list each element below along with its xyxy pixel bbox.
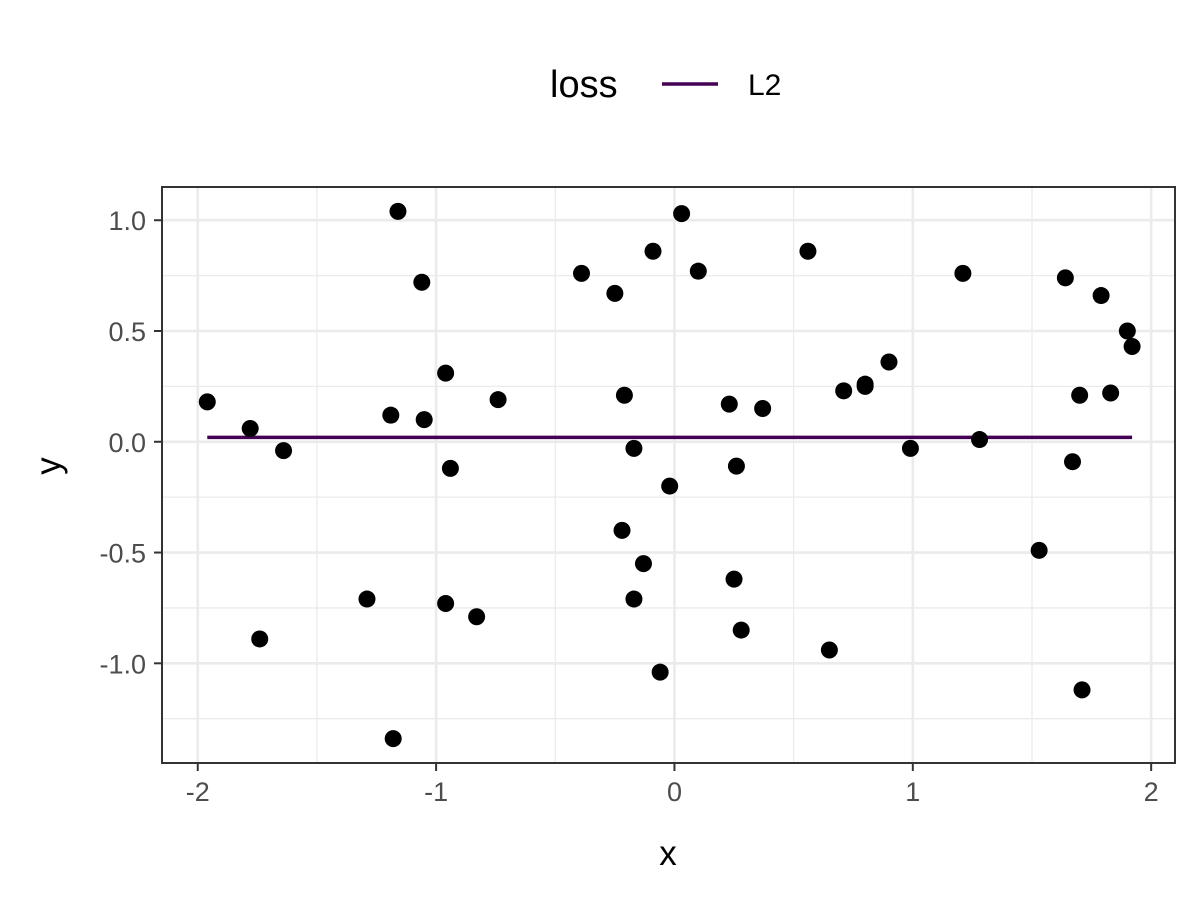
data-point (241, 419, 259, 437)
data-point (835, 382, 853, 400)
data-point (727, 457, 745, 475)
data-point (644, 242, 662, 260)
legend-label-l2: L2 (748, 69, 781, 102)
data-point (651, 663, 669, 681)
data-point (413, 273, 431, 291)
legend: loss L2 (550, 64, 781, 106)
data-point (673, 205, 691, 223)
data-point (251, 630, 269, 648)
data-point (382, 406, 400, 424)
data-point (625, 439, 643, 457)
y-tick-label: 0.0 (108, 428, 146, 458)
data-point (437, 364, 455, 382)
data-point (954, 264, 972, 282)
data-point (720, 395, 738, 413)
data-point (820, 641, 838, 659)
data-point (856, 377, 874, 395)
x-tick-label: 2 (1144, 777, 1159, 807)
data-point (441, 459, 459, 477)
data-point (1071, 386, 1089, 404)
data-point (971, 431, 989, 449)
data-point (1118, 322, 1136, 340)
data-point (1073, 681, 1091, 699)
x-axis-title: x (659, 834, 677, 873)
data-point (1123, 338, 1141, 356)
y-axis: -1.0 -0.5 0.0 0.5 1.0 (99, 206, 162, 679)
data-point (732, 621, 750, 639)
x-tick-label: 1 (905, 777, 920, 807)
data-point (198, 393, 216, 411)
data-point (606, 284, 624, 302)
y-tick-label: -0.5 (99, 539, 146, 569)
data-point (1030, 541, 1048, 559)
data-point (725, 570, 743, 588)
data-point (358, 590, 376, 608)
y-tick-label: 0.5 (108, 317, 146, 347)
data-point (389, 202, 407, 220)
plot-panel (161, 186, 1176, 764)
data-point (799, 242, 817, 260)
data-point (634, 555, 652, 573)
data-point (754, 400, 772, 418)
y-tick-label: -1.0 (99, 649, 146, 679)
data-point (689, 262, 707, 280)
data-point (275, 442, 293, 460)
data-point (1092, 287, 1110, 305)
legend-title: loss (550, 64, 618, 106)
x-tick-label: -1 (424, 777, 448, 807)
data-point (1056, 269, 1074, 287)
data-point (573, 264, 591, 282)
data-point (384, 730, 402, 748)
data-point (1064, 453, 1082, 471)
y-tick-label: 1.0 (108, 206, 146, 236)
gridlines (162, 187, 1175, 763)
data-point (613, 521, 631, 539)
x-tick-label: -2 (186, 777, 210, 807)
data-point (468, 608, 486, 626)
x-axis: -2 -1 0 1 2 (186, 763, 1159, 807)
data-point (901, 439, 919, 457)
x-tick-label: 0 (667, 777, 682, 807)
data-point (615, 386, 633, 404)
data-point (880, 353, 898, 371)
data-point (1102, 384, 1120, 402)
y-axis-title: y (29, 457, 68, 475)
data-point (415, 411, 433, 429)
data-points (198, 202, 1141, 748)
data-point (661, 477, 679, 495)
data-point (625, 590, 643, 608)
data-point (437, 594, 455, 612)
data-point (489, 391, 507, 409)
